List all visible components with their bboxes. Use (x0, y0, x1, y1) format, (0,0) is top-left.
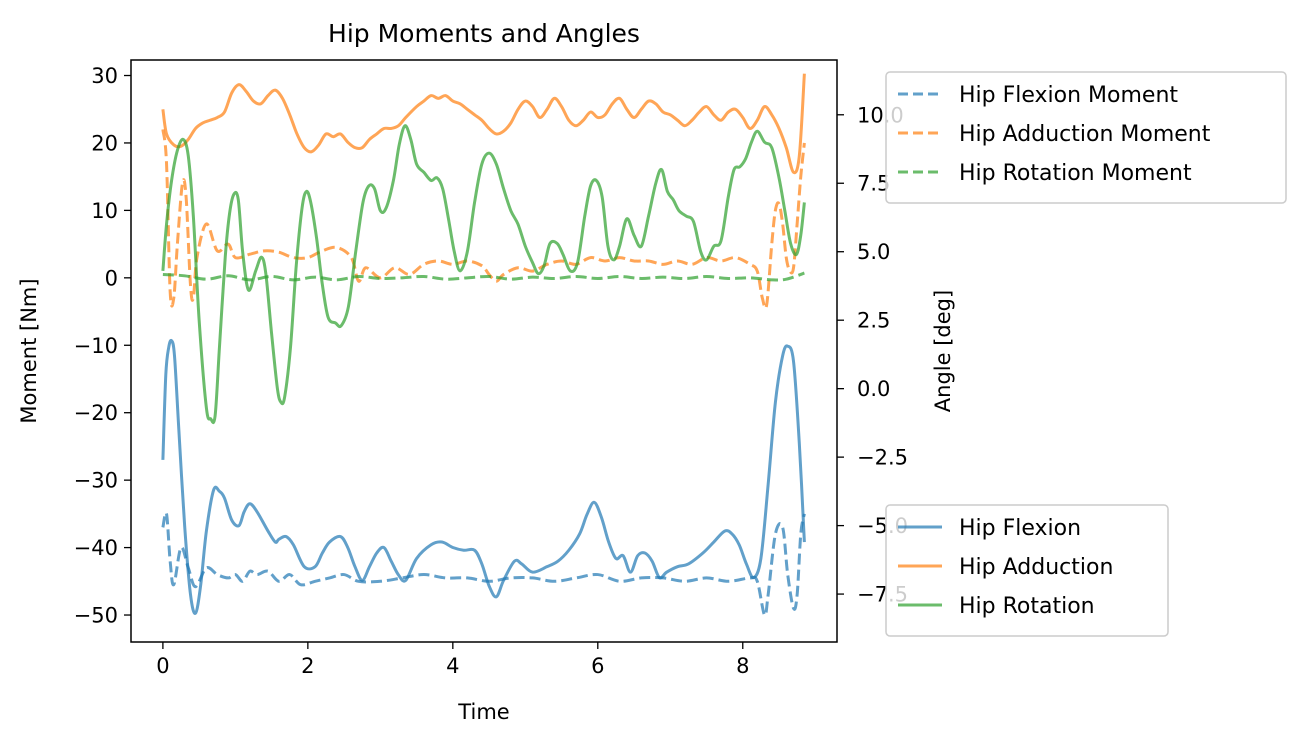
y-left-tick-label: 20 (91, 131, 118, 155)
legend-entry: Hip Rotation Moment (959, 161, 1192, 186)
legend-moments: Hip Flexion Moment Hip Adduction Moment Hi… (885, 71, 1287, 204)
x-tick-label: 2 (301, 654, 314, 678)
series-hip-adduction-angle (161, 73, 806, 175)
x-tick-label: 8 (736, 654, 749, 678)
series-hip-rotation-moment (162, 271, 805, 282)
legend-box (885, 71, 1287, 204)
y-left-tick-label: −10 (74, 334, 118, 358)
y-left-tick-label: −40 (74, 536, 118, 560)
y-left-tick-label: 0 (105, 266, 118, 290)
legend-entry: Hip Flexion (959, 516, 1081, 541)
plot-frame (130, 59, 838, 643)
series-hip-flexion-angle (161, 338, 806, 615)
x-tick-label: 6 (591, 654, 604, 678)
y-left-tick-label: 30 (91, 64, 118, 88)
y-right-tick-label: 5.0 (857, 240, 890, 264)
y-axis-left: 30 20 10 0 −10 −20 −30 −40 −50 (74, 64, 131, 628)
series-hip-rotation-angle (161, 124, 806, 424)
x-axis: 0 2 4 6 8 (156, 642, 749, 678)
x-tick-label: 4 (446, 654, 459, 678)
legend-box (885, 504, 1169, 637)
x-axis-label: Time (457, 700, 509, 724)
legend-entry: Hip Flexion Moment (959, 83, 1178, 108)
y-left-tick-label: 10 (91, 199, 118, 223)
x-tick-label: 0 (156, 654, 169, 678)
legend-angles: Hip Flexion Hip Adduction Hip Rotation (885, 504, 1169, 637)
y-axis-right-label: Angle [deg] (931, 290, 955, 412)
series-layer (161, 73, 806, 617)
y-left-tick-label: −20 (74, 401, 118, 425)
legend-entry: Hip Adduction Moment (959, 122, 1211, 147)
series-hip-adduction-moment (161, 129, 806, 310)
legend-entry: Hip Rotation (959, 594, 1095, 619)
y-right-tick-label: 0.0 (857, 377, 890, 401)
y-right-tick-label: 7.5 (857, 172, 890, 196)
y-axis-left-label: Moment [Nm] (17, 278, 41, 423)
y-right-tick-label: 2.5 (857, 309, 890, 333)
y-left-tick-label: −50 (74, 604, 118, 628)
chart-title: Hip Moments and Angles (328, 19, 640, 48)
y-left-tick-label: −30 (74, 469, 118, 493)
series-hip-flexion-moment (161, 511, 806, 617)
legend-entry: Hip Adduction (959, 555, 1113, 580)
y-right-tick-label: −2.5 (857, 446, 908, 470)
